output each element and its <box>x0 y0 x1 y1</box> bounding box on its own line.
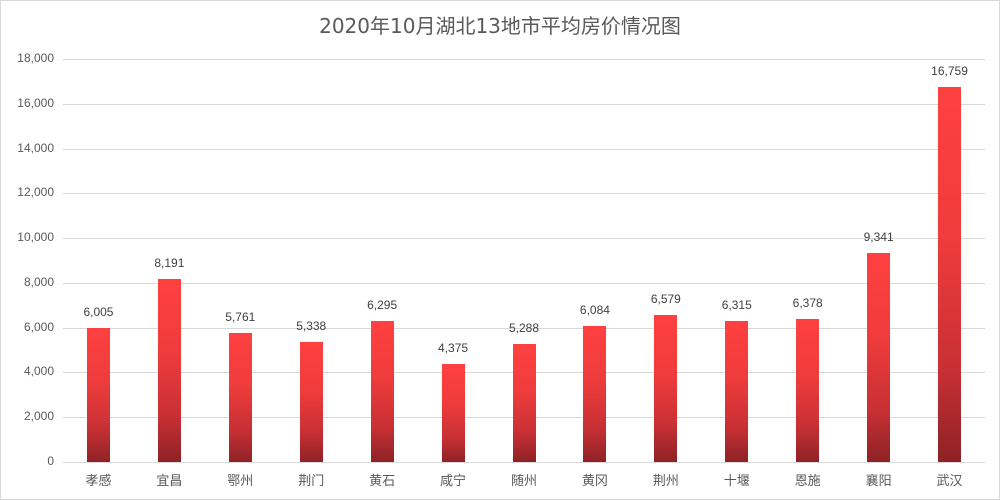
x-category-label: 恩施 <box>794 474 821 489</box>
gridline <box>63 238 985 240</box>
x-category-label: 鄂州 <box>227 474 254 489</box>
value-label: 5,288 <box>508 320 540 335</box>
y-tick-label: 2,000 <box>23 409 54 424</box>
y-tick-label: 18,000 <box>17 51 54 65</box>
x-category-label: 随州 <box>510 474 537 489</box>
bar <box>654 314 678 462</box>
value-label: 6,378 <box>792 296 823 311</box>
value-label: 6,579 <box>650 291 681 306</box>
value-label: 6,295 <box>367 298 398 313</box>
x-category-label: 襄阳 <box>865 474 892 489</box>
bar <box>370 321 394 462</box>
bar <box>228 333 252 462</box>
bar <box>725 320 749 462</box>
gridline <box>63 59 985 60</box>
bar <box>867 252 891 462</box>
gridline <box>63 148 985 150</box>
x-category-label: 荆州 <box>652 474 679 489</box>
value-label: 6,005 <box>83 304 114 319</box>
gridline <box>63 103 985 105</box>
bar <box>938 86 962 462</box>
bar <box>299 342 323 462</box>
y-tick-label: 10,000 <box>17 230 54 245</box>
value-label: 6,315 <box>721 297 752 312</box>
y-tick-label: 0 <box>47 454 54 468</box>
value-label: 9,341 <box>863 229 894 244</box>
gridline <box>63 462 985 463</box>
x-category-label: 黄石 <box>369 474 396 489</box>
x-category-label: 宜昌 <box>156 474 183 489</box>
value-label: 8,191 <box>154 255 185 270</box>
bar <box>796 319 820 462</box>
bar <box>583 325 607 462</box>
x-category-label: 十堰 <box>723 474 750 489</box>
value-label: 4,375 <box>438 341 469 356</box>
y-tick-label: 16,000 <box>17 95 54 110</box>
y-tick-label: 4,000 <box>23 364 54 379</box>
bar <box>157 278 181 462</box>
gridline <box>63 327 985 329</box>
x-category-label: 武汉 <box>936 474 963 489</box>
y-tick-label: 6,000 <box>23 319 54 334</box>
chart-title: 2020年10月湖北13地市平均房价情况图 <box>319 14 681 38</box>
x-category-label: 孝感 <box>85 474 112 489</box>
y-tick-label: 12,000 <box>17 185 54 200</box>
value-label: 5,761 <box>225 310 256 325</box>
value-label: 16,759 <box>931 63 968 78</box>
value-label: 5,338 <box>296 319 327 334</box>
y-tick-label: 14,000 <box>17 140 54 155</box>
y-tick-label: 8,000 <box>23 274 54 289</box>
bar <box>441 364 465 462</box>
bar <box>86 327 110 462</box>
bar <box>512 343 536 462</box>
x-category-label: 咸宁 <box>440 474 467 489</box>
value-label: 6,084 <box>579 302 610 317</box>
x-category-label: 黄冈 <box>581 474 608 489</box>
gridline <box>63 193 985 195</box>
x-category-label: 荆门 <box>298 474 325 489</box>
gridline <box>63 282 985 284</box>
